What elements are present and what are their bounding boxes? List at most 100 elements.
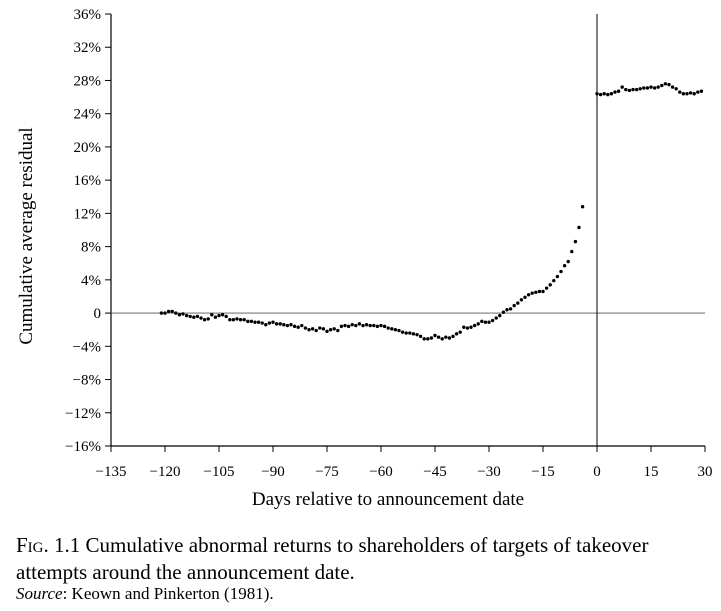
- data-point: [393, 327, 398, 332]
- data-point: [213, 315, 218, 319]
- data-point: [307, 327, 311, 332]
- data-point: [598, 92, 603, 97]
- data-point: [609, 92, 614, 96]
- x-tick-label: −75: [315, 464, 338, 480]
- data-point: [656, 85, 660, 89]
- data-point: [249, 319, 254, 324]
- x-tick-label: −45: [423, 464, 446, 480]
- data-point: [606, 92, 610, 97]
- data-point: [174, 311, 178, 315]
- data-point: [332, 327, 336, 331]
- data-point: [652, 86, 657, 90]
- data-point: [566, 259, 570, 264]
- data-point: [613, 90, 617, 94]
- data-point: [166, 309, 171, 314]
- data-point: [228, 318, 232, 322]
- data-point: [192, 315, 196, 319]
- data-point: [483, 320, 488, 324]
- data-point: [519, 298, 524, 302]
- data-point: [386, 326, 390, 330]
- data-point: [678, 90, 682, 94]
- data-point: [620, 85, 624, 89]
- data-point: [242, 318, 246, 322]
- data-point: [418, 334, 423, 339]
- data-point: [368, 323, 372, 328]
- data-point: [224, 314, 228, 319]
- x-tick-label: −135: [96, 464, 127, 480]
- data-point: [343, 323, 347, 328]
- x-tick-label: 0: [593, 464, 601, 480]
- data-point: [627, 88, 632, 93]
- y-tick-label: 4%: [81, 273, 101, 289]
- data-point: [260, 321, 264, 325]
- data-point: [699, 89, 704, 93]
- y-tick-label: 8%: [81, 240, 101, 256]
- data-point: [537, 289, 542, 294]
- data-point: [688, 91, 693, 95]
- data-point: [436, 335, 441, 339]
- data-point: [379, 323, 383, 328]
- data-point: [256, 320, 261, 324]
- x-tick-label: −60: [369, 464, 392, 480]
- data-point: [465, 326, 470, 330]
- data-point: [447, 336, 452, 340]
- data-point: [289, 323, 293, 327]
- data-point: [555, 274, 560, 279]
- data-point: [364, 323, 369, 327]
- data-point: [523, 295, 527, 299]
- data-point: [271, 320, 275, 324]
- data-point: [400, 330, 405, 334]
- y-tick-label: −4%: [73, 339, 101, 355]
- x-tick-label: 30: [698, 464, 713, 480]
- source-label: Source: [16, 584, 63, 603]
- data-point: [552, 278, 556, 283]
- data-point: [685, 92, 689, 96]
- data-point: [631, 87, 635, 92]
- data-point: [498, 313, 502, 318]
- data-point: [516, 301, 520, 305]
- data-point: [415, 332, 419, 337]
- data-point: [530, 291, 534, 295]
- data-point: [397, 328, 401, 333]
- data-point: [267, 321, 272, 325]
- x-tick-label: −105: [204, 464, 235, 480]
- data-point: [426, 337, 430, 341]
- data-point: [195, 314, 200, 319]
- x-tick-label: −90: [261, 464, 284, 480]
- data-point: [433, 333, 437, 338]
- y-tick-label: 24%: [74, 107, 102, 123]
- data-point: [490, 318, 495, 323]
- data-point: [526, 293, 531, 297]
- data-point: [390, 327, 394, 331]
- data-point: [170, 309, 174, 314]
- data-point: [667, 82, 671, 87]
- data-point: [440, 337, 444, 341]
- data-point: [282, 323, 286, 327]
- data-point: [670, 85, 675, 89]
- y-tick-label: −12%: [65, 406, 101, 422]
- data-point: [188, 314, 192, 319]
- data-point: [246, 319, 250, 324]
- data-point: [206, 317, 210, 321]
- reference-lines: [111, 14, 705, 446]
- x-tick-label: −30: [477, 464, 500, 480]
- data-point: [494, 316, 498, 320]
- data-point: [325, 329, 329, 334]
- figure-caption-text: Cumulative abnormal returns to sharehold…: [16, 533, 649, 584]
- data-point: [177, 313, 182, 317]
- data-point: [235, 317, 239, 321]
- y-tick-label: −16%: [65, 439, 101, 455]
- data-point: [681, 92, 686, 96]
- data-point: [199, 316, 203, 320]
- data-point: [354, 323, 358, 328]
- data-point: [375, 324, 380, 329]
- data-point: [454, 332, 459, 336]
- x-tick-label: 15: [644, 464, 659, 480]
- data-point: [278, 322, 282, 326]
- data-point: [328, 327, 333, 332]
- figure-caption: Fig. 1.1 Cumulative abnormal returns to …: [16, 532, 706, 586]
- data-point: [616, 89, 621, 93]
- data-points: [159, 82, 704, 341]
- data-point: [508, 307, 513, 311]
- data-point: [346, 324, 351, 329]
